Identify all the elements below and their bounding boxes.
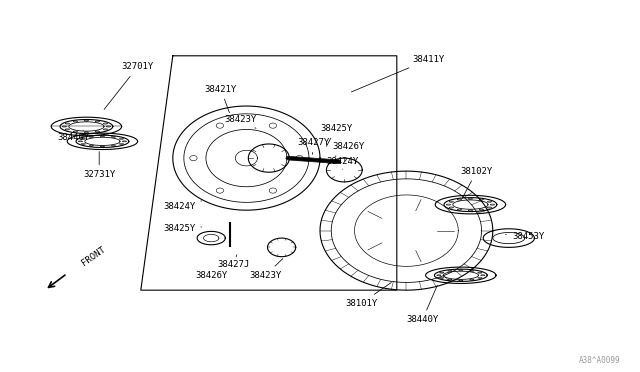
Text: 38424Y: 38424Y: [326, 157, 358, 169]
Text: 38426Y: 38426Y: [195, 266, 227, 280]
Text: FRONT: FRONT: [80, 245, 107, 268]
Text: 38425Y: 38425Y: [320, 124, 352, 146]
Text: 38425Y: 38425Y: [163, 224, 202, 233]
Text: 32701Y: 32701Y: [104, 62, 154, 109]
Text: 38440Y: 38440Y: [58, 130, 90, 142]
Text: 38421Y: 38421Y: [205, 85, 237, 113]
Text: 38453Y: 38453Y: [506, 232, 544, 241]
Text: 38440Y: 38440Y: [406, 285, 438, 324]
Text: 32731Y: 32731Y: [83, 151, 115, 179]
Text: 38411Y: 38411Y: [351, 55, 445, 92]
Text: 38101Y: 38101Y: [346, 282, 391, 308]
Text: 38424Y: 38424Y: [163, 201, 202, 211]
Text: 38102Y: 38102Y: [461, 167, 493, 198]
Text: 38423Y: 38423Y: [224, 115, 256, 128]
Text: 38427J: 38427J: [218, 255, 250, 269]
Text: A38^A0099: A38^A0099: [579, 356, 621, 365]
Text: 38423Y: 38423Y: [250, 259, 283, 280]
Text: 38426Y: 38426Y: [333, 142, 365, 157]
Text: 38427Y: 38427Y: [298, 138, 330, 154]
